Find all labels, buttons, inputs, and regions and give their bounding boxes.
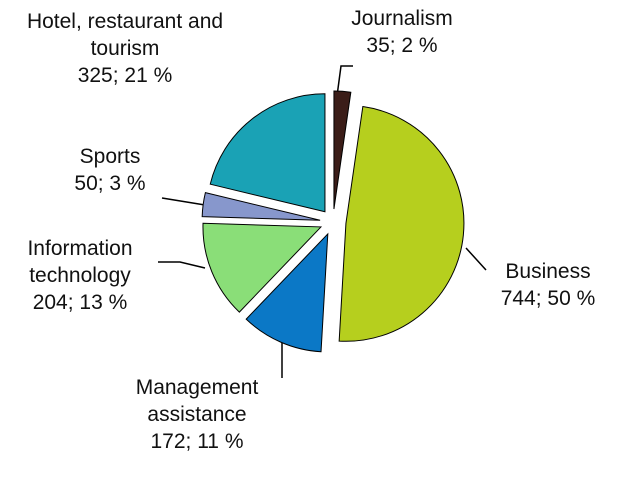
value-label: 50; 3 % [74,172,146,195]
value-label: 744; 50 % [500,287,596,310]
category-label: Information technology [27,237,133,287]
pie-slice [333,90,352,210]
label: Sports 50; 3 % [35,143,185,197]
category-label: Sports [79,145,141,168]
label: Business 744; 50 % [473,258,621,312]
value-label: 204; 13 % [32,291,128,314]
category-label: Journalism [351,7,453,30]
leader-line [336,65,353,97]
leader-line [158,261,206,269]
label: Hotel, restaurant and tourism 325; 21 % [13,8,238,89]
pie-slice [209,93,326,213]
pie-slice [201,192,321,221]
label: Management assistance 172; 11 % [105,374,290,455]
leader-line [161,197,206,206]
value-label: 325; 21 % [77,64,173,87]
category-label: Management assistance [135,376,259,426]
pie-slice [245,232,329,353]
pie-slice [338,105,465,342]
category-label: Hotel, restaurant and tourism [26,10,224,60]
label: Journalism 35; 2 % [327,5,477,59]
label: Information technology 204; 13 % [0,235,160,316]
pie-slice [202,222,323,313]
value-label: 172; 11 % [150,430,244,453]
category-label: Business [505,260,591,283]
leader-line [465,247,487,271]
value-label: 35; 2 % [366,34,438,57]
